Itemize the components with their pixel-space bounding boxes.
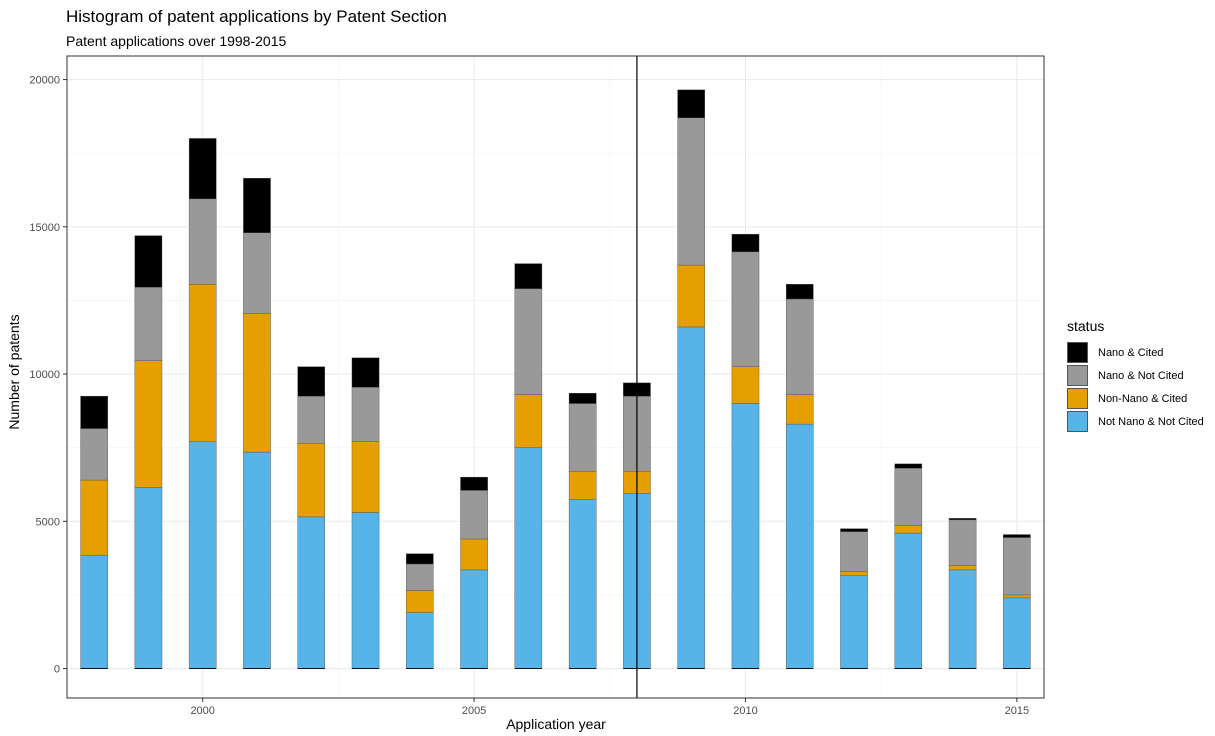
legend-label: Non-Nano & Cited [1098,392,1188,405]
bar-segment [785,298,814,395]
legend-item: Non-Nano & Cited [1067,387,1204,410]
legend-label: Not Nano & Not Cited [1098,415,1204,428]
bar-segment [785,284,814,300]
bar-segment [514,394,543,448]
bar-segment [80,554,108,669]
x-tick-label: 2010 [733,705,757,717]
bar-segment [134,235,163,288]
bar-segment [406,553,434,565]
bar-segment [677,89,705,119]
bar-segment [1003,534,1031,538]
bar-segment [188,284,217,442]
bar-segment [731,233,760,253]
bar-segment [351,441,380,513]
bar-segment [840,571,868,576]
bar-segment [297,366,326,397]
bar-segment [894,532,923,669]
bar-segment [134,487,163,669]
bar-segment [243,313,271,453]
bar-segment [948,519,977,566]
bar-segment [731,366,760,404]
bar-segment [80,428,108,481]
bar-segment [514,288,543,395]
chart-subtitle: Patent applications over 1998-2015 [66,33,287,49]
bar-segment [1003,597,1031,669]
legend-key [1067,388,1088,409]
bar-segment [948,518,977,521]
bar-segment [297,516,326,669]
bar-segment [460,569,488,669]
bar-segment [460,476,488,491]
bar-segment [188,138,217,200]
bar-segment [460,490,488,540]
bar-segment [568,392,597,404]
x-tick-label: 2005 [462,705,486,717]
bar-segment [840,531,868,572]
y-tick-label: 20000 [29,75,60,87]
bar-segment [948,565,977,571]
bar-segment [677,264,705,328]
bar-segment [677,326,705,669]
bar-segment [840,528,868,532]
bar-segment [134,360,163,488]
bar-segment [243,451,271,669]
legend-item: Nano & Cited [1067,341,1204,364]
bar-segment [785,394,814,425]
bar-segment [894,468,923,526]
x-axis-label: Application year [506,716,606,732]
bar-segment [80,479,108,556]
legend-key [1067,411,1088,432]
chart-title: Histogram of patent applications by Pate… [66,7,447,26]
bar-segment [243,178,271,233]
legend-key [1067,365,1088,386]
bar-segment [351,512,380,669]
bar-segment [1003,594,1031,599]
y-tick-label: 15000 [29,222,60,234]
bar-segment [188,441,217,669]
y-tick-label: 10000 [29,369,60,381]
bar-segment [568,499,597,669]
bar-segment [134,286,163,362]
bar-segment [568,471,597,500]
bar-segment [785,423,814,669]
bar-segment [514,263,543,289]
panel-border [66,55,1045,699]
bar-segment [731,251,760,367]
bar-segment [1003,537,1031,596]
bar-segment [894,525,923,534]
bar-segment [297,443,326,518]
bar-segment [460,538,488,571]
x-tick-label: 2000 [190,705,214,717]
legend: status Nano & Cited Nano & Not Cited Non-N… [1067,318,1204,433]
bar-segment [406,563,434,591]
x-tick-label: 2015 [1005,705,1029,717]
legend-item: Not Nano & Not Cited [1067,410,1204,433]
y-tick-label: 0 [54,664,60,676]
bar-segment [406,590,434,613]
bar-segment [568,403,597,472]
legend-title: status [1067,318,1105,334]
bar-segment [297,395,326,444]
legend-label: Nano & Not Cited [1098,369,1184,382]
bar-segment [731,403,760,669]
bar-segment [894,463,923,469]
bar-segment [351,387,380,442]
bar-segment [948,569,977,669]
bar-segment [243,232,271,314]
bar-segment [80,395,108,429]
bar-segment [351,357,380,388]
bar-segment [677,117,705,266]
bar-segment [406,612,434,669]
bar-segment [840,575,868,669]
legend-key [1067,342,1088,363]
y-tick-label: 5000 [36,516,60,528]
legend-label: Nano & Cited [1098,346,1164,359]
bar-segment [514,447,543,669]
bar-segment [188,198,217,285]
legend-item: Nano & Not Cited [1067,364,1204,387]
